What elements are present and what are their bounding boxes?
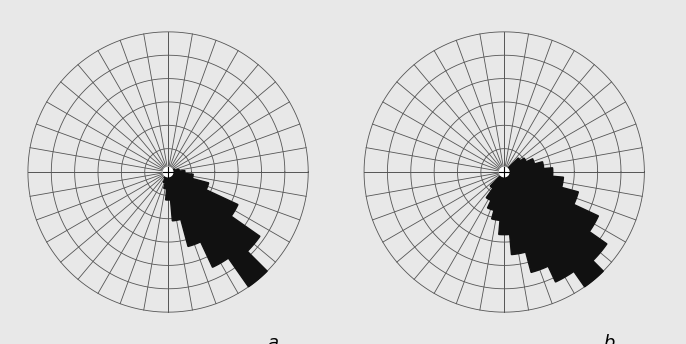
- Polygon shape: [504, 172, 603, 287]
- Polygon shape: [163, 172, 168, 183]
- Polygon shape: [164, 172, 168, 178]
- Text: b: b: [604, 334, 615, 344]
- Polygon shape: [504, 172, 598, 232]
- Polygon shape: [168, 169, 175, 172]
- Polygon shape: [168, 169, 179, 172]
- Polygon shape: [504, 172, 573, 282]
- Polygon shape: [504, 158, 521, 172]
- Polygon shape: [488, 172, 504, 210]
- Polygon shape: [168, 172, 267, 287]
- Polygon shape: [168, 172, 193, 179]
- Polygon shape: [490, 172, 504, 188]
- Circle shape: [499, 167, 509, 177]
- Polygon shape: [504, 159, 534, 172]
- Circle shape: [163, 167, 173, 177]
- Polygon shape: [168, 172, 260, 251]
- Polygon shape: [164, 172, 168, 189]
- Polygon shape: [504, 168, 553, 176]
- Polygon shape: [504, 172, 525, 255]
- Text: a: a: [268, 334, 279, 344]
- Polygon shape: [168, 170, 172, 172]
- Polygon shape: [168, 171, 185, 173]
- Polygon shape: [168, 170, 170, 172]
- Polygon shape: [499, 172, 510, 235]
- Polygon shape: [504, 162, 544, 172]
- Polygon shape: [486, 172, 504, 201]
- Polygon shape: [168, 172, 181, 221]
- Polygon shape: [504, 172, 578, 204]
- Polygon shape: [492, 172, 504, 221]
- Polygon shape: [168, 172, 238, 216]
- Polygon shape: [504, 172, 548, 272]
- Polygon shape: [168, 172, 200, 246]
- Polygon shape: [166, 172, 168, 174]
- Polygon shape: [168, 172, 228, 267]
- Polygon shape: [165, 172, 171, 200]
- Polygon shape: [504, 172, 563, 187]
- Polygon shape: [168, 172, 209, 190]
- Polygon shape: [504, 172, 607, 261]
- Polygon shape: [504, 158, 526, 172]
